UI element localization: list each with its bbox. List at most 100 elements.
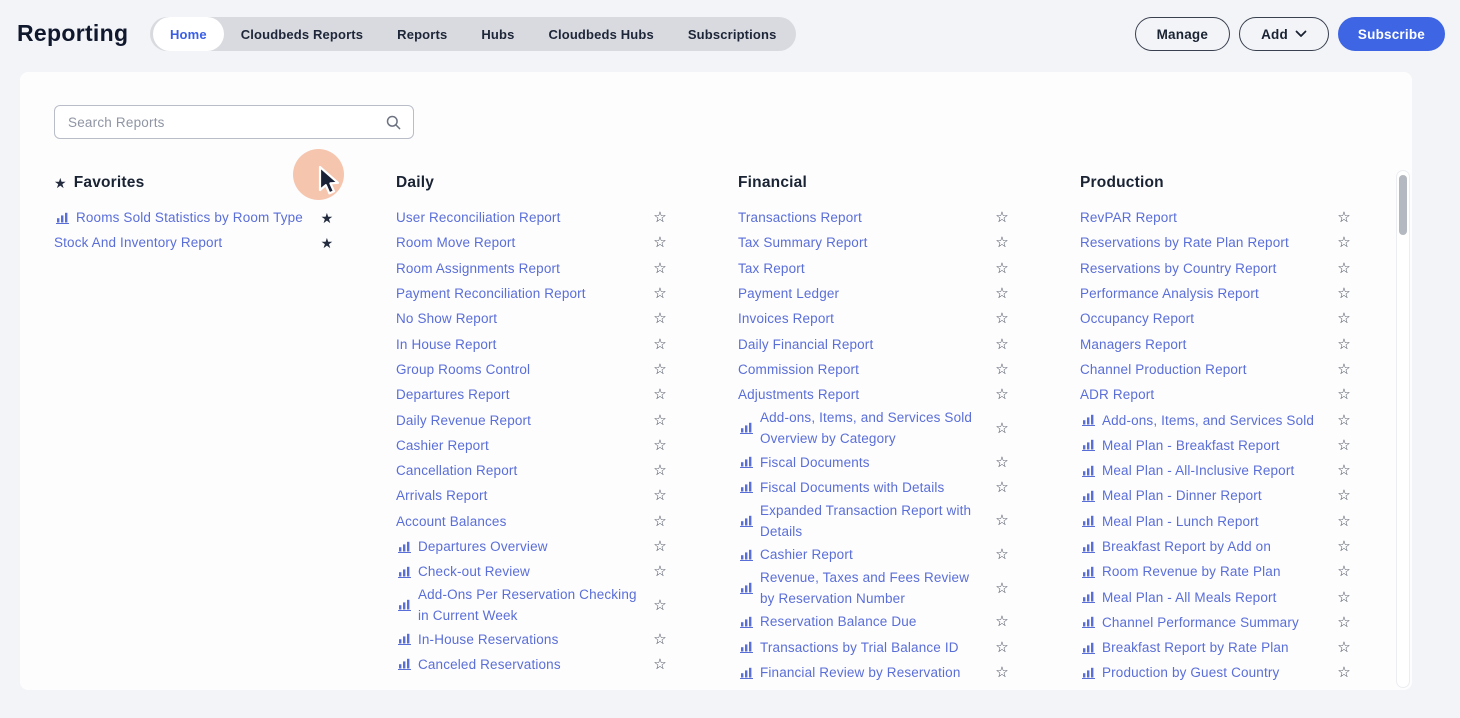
report-link[interactable]: Occupancy Report: [1080, 311, 1195, 327]
favorite-star-icon[interactable]: ☆: [995, 386, 1009, 404]
tab-reports[interactable]: Reports: [380, 19, 464, 49]
report-link[interactable]: Add-ons, Items, and Services Sold Overvi…: [760, 410, 973, 447]
report-link[interactable]: Revenue, Taxes and Fees Review by Reserv…: [760, 570, 970, 607]
report-link[interactable]: Channel Production Report: [1080, 361, 1247, 377]
report-link[interactable]: Tax Summary Report: [738, 235, 868, 251]
favorite-star-icon[interactable]: ☆: [995, 478, 1009, 496]
favorite-star-icon[interactable]: ☆: [1337, 310, 1351, 328]
report-link[interactable]: Reservation Balance Due: [760, 614, 917, 630]
report-link[interactable]: Channel Performance Summary: [1102, 614, 1299, 630]
report-link[interactable]: Meal Plan - Dinner Report: [1102, 488, 1262, 504]
report-link[interactable]: Rooms Sold Statistics by Room Type: [76, 210, 303, 226]
favorite-star-icon[interactable]: ☆: [1337, 436, 1351, 454]
report-link[interactable]: Transactions Report: [738, 210, 862, 226]
report-link[interactable]: Add-ons, Items, and Services Sold: [1102, 412, 1315, 428]
report-link[interactable]: Breakfast Report by Add on: [1102, 539, 1271, 554]
favorite-star-icon[interactable]: ☆: [653, 655, 667, 673]
report-link[interactable]: Adjustments Report: [738, 387, 860, 403]
report-link[interactable]: Departures Overview: [418, 539, 548, 554]
favorite-star-icon[interactable]: ☆: [995, 419, 1009, 437]
report-link[interactable]: Tax Report: [738, 260, 805, 276]
favorite-star-icon[interactable]: ☆: [653, 335, 667, 353]
report-link[interactable]: Performance Analysis Report: [1080, 286, 1259, 302]
report-link[interactable]: Reservations by Country Report: [1080, 260, 1277, 276]
report-link[interactable]: RevPAR Report: [1080, 210, 1177, 226]
report-link[interactable]: Meal Plan - Lunch Report: [1102, 513, 1259, 529]
scrollbar-track[interactable]: [1396, 170, 1410, 688]
favorite-star-icon[interactable]: ☆: [653, 209, 667, 227]
favorite-star-icon[interactable]: ☆: [995, 234, 1009, 252]
favorite-star-icon[interactable]: ☆: [995, 638, 1009, 656]
report-link[interactable]: Fiscal Documents: [760, 454, 870, 470]
scrollbar-thumb[interactable]: [1399, 175, 1407, 235]
favorite-star-icon[interactable]: ☆: [653, 563, 667, 581]
search-icon[interactable]: [386, 115, 401, 130]
favorite-star-icon[interactable]: ☆: [1337, 386, 1351, 404]
favorite-star-icon[interactable]: ☆: [995, 335, 1009, 353]
favorite-star-icon[interactable]: ☆: [653, 487, 667, 505]
report-link[interactable]: Meal Plan - All Meals Report: [1102, 589, 1277, 605]
favorite-star-icon[interactable]: ☆: [995, 310, 1009, 328]
search-input[interactable]: [55, 114, 386, 130]
report-link[interactable]: Check-out Review: [418, 564, 530, 580]
favorite-star-icon[interactable]: ☆: [1337, 285, 1351, 303]
favorite-star-icon[interactable]: ☆: [653, 310, 667, 328]
favorite-star-icon[interactable]: ☆: [995, 613, 1009, 631]
favorite-star-icon[interactable]: ★: [320, 209, 334, 226]
report-link[interactable]: Cashier Report: [760, 547, 853, 563]
report-link[interactable]: In-House Reservations: [418, 631, 559, 647]
report-link[interactable]: Add-Ons Per Reservation Checking in Curr…: [418, 587, 637, 624]
favorite-star-icon[interactable]: ☆: [995, 512, 1009, 530]
report-link[interactable]: Group Rooms Control: [396, 361, 531, 377]
report-link[interactable]: Transactions by Trial Balance ID: [760, 639, 959, 655]
favorite-star-icon[interactable]: ☆: [995, 259, 1009, 277]
report-link[interactable]: Commission Report: [738, 361, 860, 377]
report-link[interactable]: ADR Report: [1080, 387, 1155, 403]
report-link[interactable]: Expanded Transaction Report with Details: [760, 502, 972, 539]
favorite-star-icon[interactable]: ☆: [1337, 209, 1351, 227]
report-link[interactable]: Room Assignments Report: [396, 260, 561, 276]
favorite-star-icon[interactable]: ☆: [995, 285, 1009, 303]
add-button[interactable]: Add: [1239, 17, 1329, 51]
favorite-star-icon[interactable]: ☆: [1337, 462, 1351, 480]
report-link[interactable]: User Reconciliation Report: [396, 210, 561, 226]
report-link[interactable]: Reservations by Rate Plan Report: [1080, 235, 1289, 251]
report-link[interactable]: No Show Report: [396, 311, 498, 327]
favorite-star-icon[interactable]: ☆: [653, 411, 667, 429]
favorite-star-icon[interactable]: ☆: [1337, 259, 1351, 277]
tab-hubs[interactable]: Hubs: [464, 19, 531, 49]
report-link[interactable]: Breakfast Report by Rate Plan: [1102, 640, 1289, 656]
favorite-star-icon[interactable]: ☆: [1337, 487, 1351, 505]
favorite-star-icon[interactable]: ☆: [653, 630, 667, 648]
favorite-star-icon[interactable]: ☆: [653, 234, 667, 252]
favorite-star-icon[interactable]: ☆: [653, 259, 667, 277]
tab-subscriptions[interactable]: Subscriptions: [671, 19, 794, 49]
report-link[interactable]: Canceled Reservations: [418, 656, 561, 672]
favorite-star-icon[interactable]: ☆: [1337, 613, 1351, 631]
favorite-star-icon[interactable]: ☆: [995, 579, 1009, 597]
report-link[interactable]: In House Report: [396, 336, 497, 352]
favorite-star-icon[interactable]: ☆: [653, 596, 667, 614]
favorite-star-icon[interactable]: ☆: [653, 285, 667, 303]
favorite-star-icon[interactable]: ☆: [995, 546, 1009, 564]
favorite-star-icon[interactable]: ☆: [995, 209, 1009, 227]
favorite-star-icon[interactable]: ☆: [995, 360, 1009, 378]
favorite-star-icon[interactable]: ★: [320, 234, 334, 251]
report-link[interactable]: Meal Plan - All-Inclusive Report: [1102, 463, 1295, 479]
report-link[interactable]: Managers Report: [1080, 336, 1187, 352]
report-link[interactable]: Cancellation Report: [396, 463, 518, 479]
favorite-star-icon[interactable]: ☆: [995, 664, 1009, 681]
manage-button[interactable]: Manage: [1134, 17, 1231, 51]
favorite-star-icon[interactable]: ☆: [1337, 563, 1351, 581]
tab-cloudbeds-hubs[interactable]: Cloudbeds Hubs: [531, 19, 670, 49]
tab-home[interactable]: Home: [153, 17, 224, 51]
report-link[interactable]: Fiscal Documents with Details: [760, 479, 945, 495]
report-link[interactable]: Room Revenue by Rate Plan: [1102, 564, 1281, 580]
favorite-star-icon[interactable]: ☆: [653, 538, 667, 555]
favorite-star-icon[interactable]: ☆: [653, 462, 667, 480]
favorite-star-icon[interactable]: ☆: [1337, 360, 1351, 378]
report-link[interactable]: Payment Reconciliation Report: [396, 286, 586, 302]
report-link[interactable]: Invoices Report: [738, 311, 835, 327]
report-link[interactable]: Stock And Inventory Report: [54, 235, 223, 251]
report-link[interactable]: Room Move Report: [396, 235, 516, 251]
